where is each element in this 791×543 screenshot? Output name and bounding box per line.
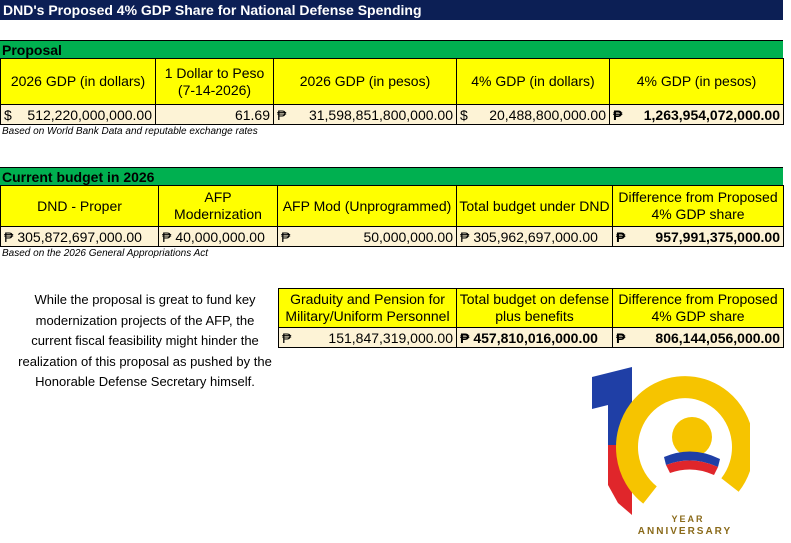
- commentary: While the proposal is great to fund key m…: [0, 290, 290, 393]
- commentary-line: Honorable Defense Secretary himself.: [35, 374, 255, 389]
- amount: 61.69: [234, 106, 270, 123]
- logo-zero: [616, 376, 750, 504]
- currency-symbol: $: [460, 106, 468, 123]
- header-cell: Difference from Proposed 4% GDP share: [612, 288, 784, 328]
- logo-wave-blue: [664, 451, 720, 467]
- data-cell: ₱ 305,962,697,000.00: [456, 226, 613, 247]
- data-cell: ₱ 40,000,000.00: [158, 226, 278, 247]
- data-cell: ₱ 1,263,954,072,000.00: [609, 104, 784, 125]
- currency-symbol: ₱: [281, 228, 291, 245]
- amount: 806,144,056,000.00: [655, 329, 780, 346]
- header-cell: 4% GDP (in pesos): [609, 58, 784, 105]
- amount: 20,488,800,000.00: [489, 106, 606, 123]
- currency-symbol: ₱: [282, 329, 292, 346]
- amount: 50,000,000.00: [363, 228, 453, 245]
- currency-symbol: ₱: [613, 106, 623, 123]
- header-cell: Total budget under DND: [456, 185, 613, 227]
- amount: 31,598,851,800,000.00: [308, 106, 453, 123]
- currency-symbol: ₱: [616, 228, 626, 245]
- header-cell: 1 Dollar to Peso (7-14-2026): [155, 58, 274, 105]
- header-cell: DND - Proper: [0, 185, 159, 227]
- data-cell: 61.69: [155, 104, 274, 125]
- data-cell: ₱ 151,847,319,000.00: [278, 327, 457, 348]
- data-cell: ₱ 457,810,016,000.00: [456, 327, 613, 348]
- data-cell: $512,220,000,000.00: [0, 104, 156, 125]
- header-cell: AFP Mod (Unprogrammed): [277, 185, 457, 227]
- header-cell: Difference from Proposed 4% GDP share: [612, 185, 784, 227]
- logo-sun: [672, 417, 712, 457]
- logo-wave-red: [666, 460, 718, 475]
- currency-symbol: $: [4, 106, 12, 123]
- header-cell: Graduity and Pension for Military/Unifor…: [278, 288, 457, 328]
- section-heading: Proposal: [0, 40, 783, 58]
- anniversary-logo: YEAR ANNIVERSARY: [592, 367, 750, 537]
- amount: 40,000,000.00: [175, 228, 265, 245]
- currency-symbol: ₱: [460, 228, 470, 245]
- amount: 457,810,016,000.00: [473, 329, 598, 346]
- amount: 957,991,375,000.00: [655, 228, 780, 245]
- data-cell: ₱ 50,000,000.00: [277, 226, 457, 247]
- data-cell: ₱ 957,991,375,000.00: [612, 226, 784, 247]
- data-cell: ₱ 305,872,697,000.00: [0, 226, 159, 247]
- amount: 151,847,319,000.00: [328, 329, 453, 346]
- currency-symbol: ₱: [616, 329, 626, 346]
- logo-caption: YEAR: [671, 514, 704, 524]
- commentary-line: While the proposal is great to fund key: [34, 292, 256, 307]
- section-heading: Current budget in 2026: [0, 167, 783, 185]
- currency-symbol: ₱: [460, 329, 470, 346]
- title-bar: DND's Proposed 4% GDP Share for National…: [0, 0, 783, 20]
- footnote: Based on the 2026 General Appropriations…: [2, 248, 209, 259]
- header-cell: 4% GDP (in dollars): [456, 58, 610, 105]
- header-cell: 2026 GDP (in dollars): [0, 58, 156, 105]
- currency-symbol: ₱: [277, 106, 287, 123]
- data-cell: ₱ 806,144,056,000.00: [612, 327, 784, 348]
- amount: 512,220,000,000.00: [27, 106, 152, 123]
- currency-symbol: ₱: [162, 228, 172, 245]
- amount: 305,872,697,000.00: [17, 228, 142, 245]
- commentary-line: realization of this proposal as pushed b…: [18, 353, 272, 369]
- amount: 305,962,697,000.00: [473, 228, 598, 245]
- data-cell: $20,488,800,000.00: [456, 104, 610, 125]
- data-cell: ₱ 31,598,851,800,000.00: [273, 104, 457, 125]
- commentary-line: modernization projects of the AFP, the: [35, 312, 255, 328]
- commentary-line: current fiscal feasibility might hinder …: [31, 333, 259, 348]
- currency-symbol: ₱: [4, 228, 14, 245]
- footnote: Based on World Bank Data and reputable e…: [2, 126, 258, 137]
- header-cell: 2026 GDP (in pesos): [273, 58, 457, 105]
- logo-caption: ANNIVERSARY: [638, 526, 732, 537]
- header-cell: AFP Modernization: [158, 185, 278, 227]
- amount: 1,263,954,072,000.00: [643, 106, 780, 123]
- header-cell: Total budget on defense plus benefits: [456, 288, 613, 328]
